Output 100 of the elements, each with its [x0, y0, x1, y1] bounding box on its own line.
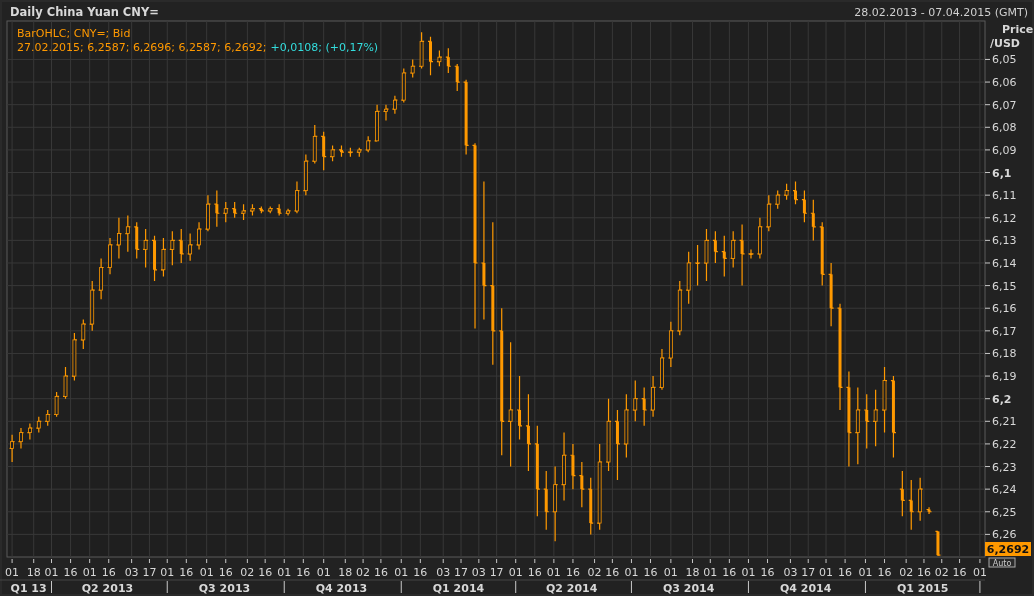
- x-tick-label: 01: [5, 566, 20, 579]
- x-tick-label: 01: [82, 566, 97, 579]
- x-tick-label: 16: [218, 566, 233, 579]
- candlestick: [544, 470, 548, 531]
- candlestick: [704, 228, 709, 282]
- candlestick: [63, 366, 68, 400]
- candlestick: [179, 228, 183, 264]
- candlestick: [526, 393, 530, 472]
- candlestick: [900, 470, 904, 517]
- x-tick-label: 01: [819, 566, 834, 579]
- y-tick-label: 6,14: [992, 256, 1017, 270]
- x-tick-label: 18: [338, 566, 353, 579]
- x-tick-label: 02: [934, 566, 949, 579]
- candlestick: [518, 375, 522, 440]
- candlestick: [455, 63, 459, 92]
- x-tick-label: 18: [26, 566, 41, 579]
- x2-tick-label: Q2 2014: [545, 582, 598, 595]
- candlestick: [161, 237, 166, 278]
- candlestick: [553, 465, 558, 542]
- candlestick: [312, 124, 317, 165]
- candlestick: [437, 49, 442, 67]
- x-tick-label: 03: [124, 566, 139, 579]
- x-tick-label: 01: [546, 566, 561, 579]
- x2-tick-label: Q1 2014: [432, 582, 485, 595]
- x-tick-label: 01: [277, 566, 292, 579]
- x-tick-label: 16: [643, 566, 658, 579]
- x-tick-label: 03: [783, 566, 798, 579]
- annotation: +0,0108; (+0,17%): [270, 41, 379, 54]
- candlestick: [295, 180, 299, 214]
- x-tick-label: 02: [587, 566, 602, 579]
- candlestick: [597, 443, 602, 531]
- candlestick: [215, 190, 219, 228]
- x2-tick-label: Q1 2015: [896, 582, 949, 595]
- candlestick: [153, 235, 157, 282]
- candlestick: [508, 341, 513, 468]
- x-tick-label: 01: [508, 566, 523, 579]
- candlestick: [500, 307, 504, 456]
- candlestick: [401, 67, 406, 104]
- candlestick: [72, 332, 77, 382]
- y-tick-label: 6,11: [992, 189, 1017, 203]
- candlestick: [562, 432, 566, 502]
- candlestick: [606, 398, 611, 472]
- candlestick: [491, 221, 495, 366]
- x-tick-label: 17: [801, 566, 816, 579]
- x-tick-label: 18: [685, 566, 700, 579]
- x-tick-label: 01: [160, 566, 175, 579]
- candlestick: [633, 379, 638, 422]
- candlestick: [188, 232, 193, 262]
- candlestick: [90, 280, 95, 332]
- candlestick: [855, 386, 860, 465]
- candlestick: [668, 321, 673, 368]
- x-tick-label: 16: [838, 566, 853, 579]
- candlestick: [775, 190, 780, 210]
- y-tick-label: 6,21: [992, 415, 1017, 429]
- x-tick-label: 01: [624, 566, 639, 579]
- y-tick-label: 6,22: [992, 437, 1017, 451]
- candlestick: [936, 530, 940, 557]
- candlestick: [375, 104, 379, 142]
- candlestick: [135, 221, 139, 260]
- candlestick: [758, 217, 762, 260]
- y-tick-label: 6,1: [992, 166, 1012, 180]
- y-tick-label: 6,05: [992, 53, 1017, 67]
- candlestick: [36, 416, 41, 434]
- x-tick-label: 17: [454, 566, 469, 579]
- y-tick-label: 6,13: [992, 234, 1017, 248]
- candlestick: [535, 425, 539, 517]
- candlestick: [330, 144, 335, 162]
- x-tick-label: 01: [394, 566, 409, 579]
- candlestick: [873, 389, 878, 447]
- x-tick-label: 16: [63, 566, 78, 579]
- x-tick-label: 01: [741, 566, 756, 579]
- x-tick-label: 01: [663, 566, 678, 579]
- y-tick-label: 6,26: [992, 528, 1017, 542]
- x-tick-label: 17: [142, 566, 157, 579]
- y-tick-label: 6,19: [992, 370, 1017, 384]
- y-tick-label: 6,24: [992, 483, 1017, 497]
- candlestick: [571, 443, 575, 490]
- candlestick: [642, 386, 646, 427]
- x-tick-label: 01: [316, 566, 331, 579]
- x-tick-label: 02: [899, 566, 914, 579]
- x-tick-label: 17: [489, 566, 504, 579]
- annotation: BarOHLC; CNY=; Bid: [17, 27, 131, 40]
- auto-button: Auto: [988, 557, 1016, 568]
- x-tick-label: 02: [356, 566, 371, 579]
- x-tick-label: 16: [722, 566, 737, 579]
- candlestick: [891, 375, 895, 459]
- candlestick: [624, 393, 629, 459]
- x-tick-label: 01: [972, 566, 987, 579]
- candlestick: [713, 230, 717, 264]
- candlestick: [482, 180, 486, 321]
- y-tick-label: 6,15: [992, 279, 1017, 293]
- chart-subtitle: 28.02.2013 - 07.04.2015 (GMT): [854, 6, 1028, 19]
- chart-title: Daily China Yuan CNY=: [10, 5, 159, 19]
- candlestick: [909, 479, 913, 531]
- x-tick-label: 16: [952, 566, 967, 579]
- candlestick: [766, 194, 771, 232]
- x-tick-label: 16: [760, 566, 775, 579]
- x-tick-label: 01: [44, 566, 59, 579]
- y-tick-label: 6,18: [992, 347, 1017, 361]
- candlestick: [847, 370, 851, 468]
